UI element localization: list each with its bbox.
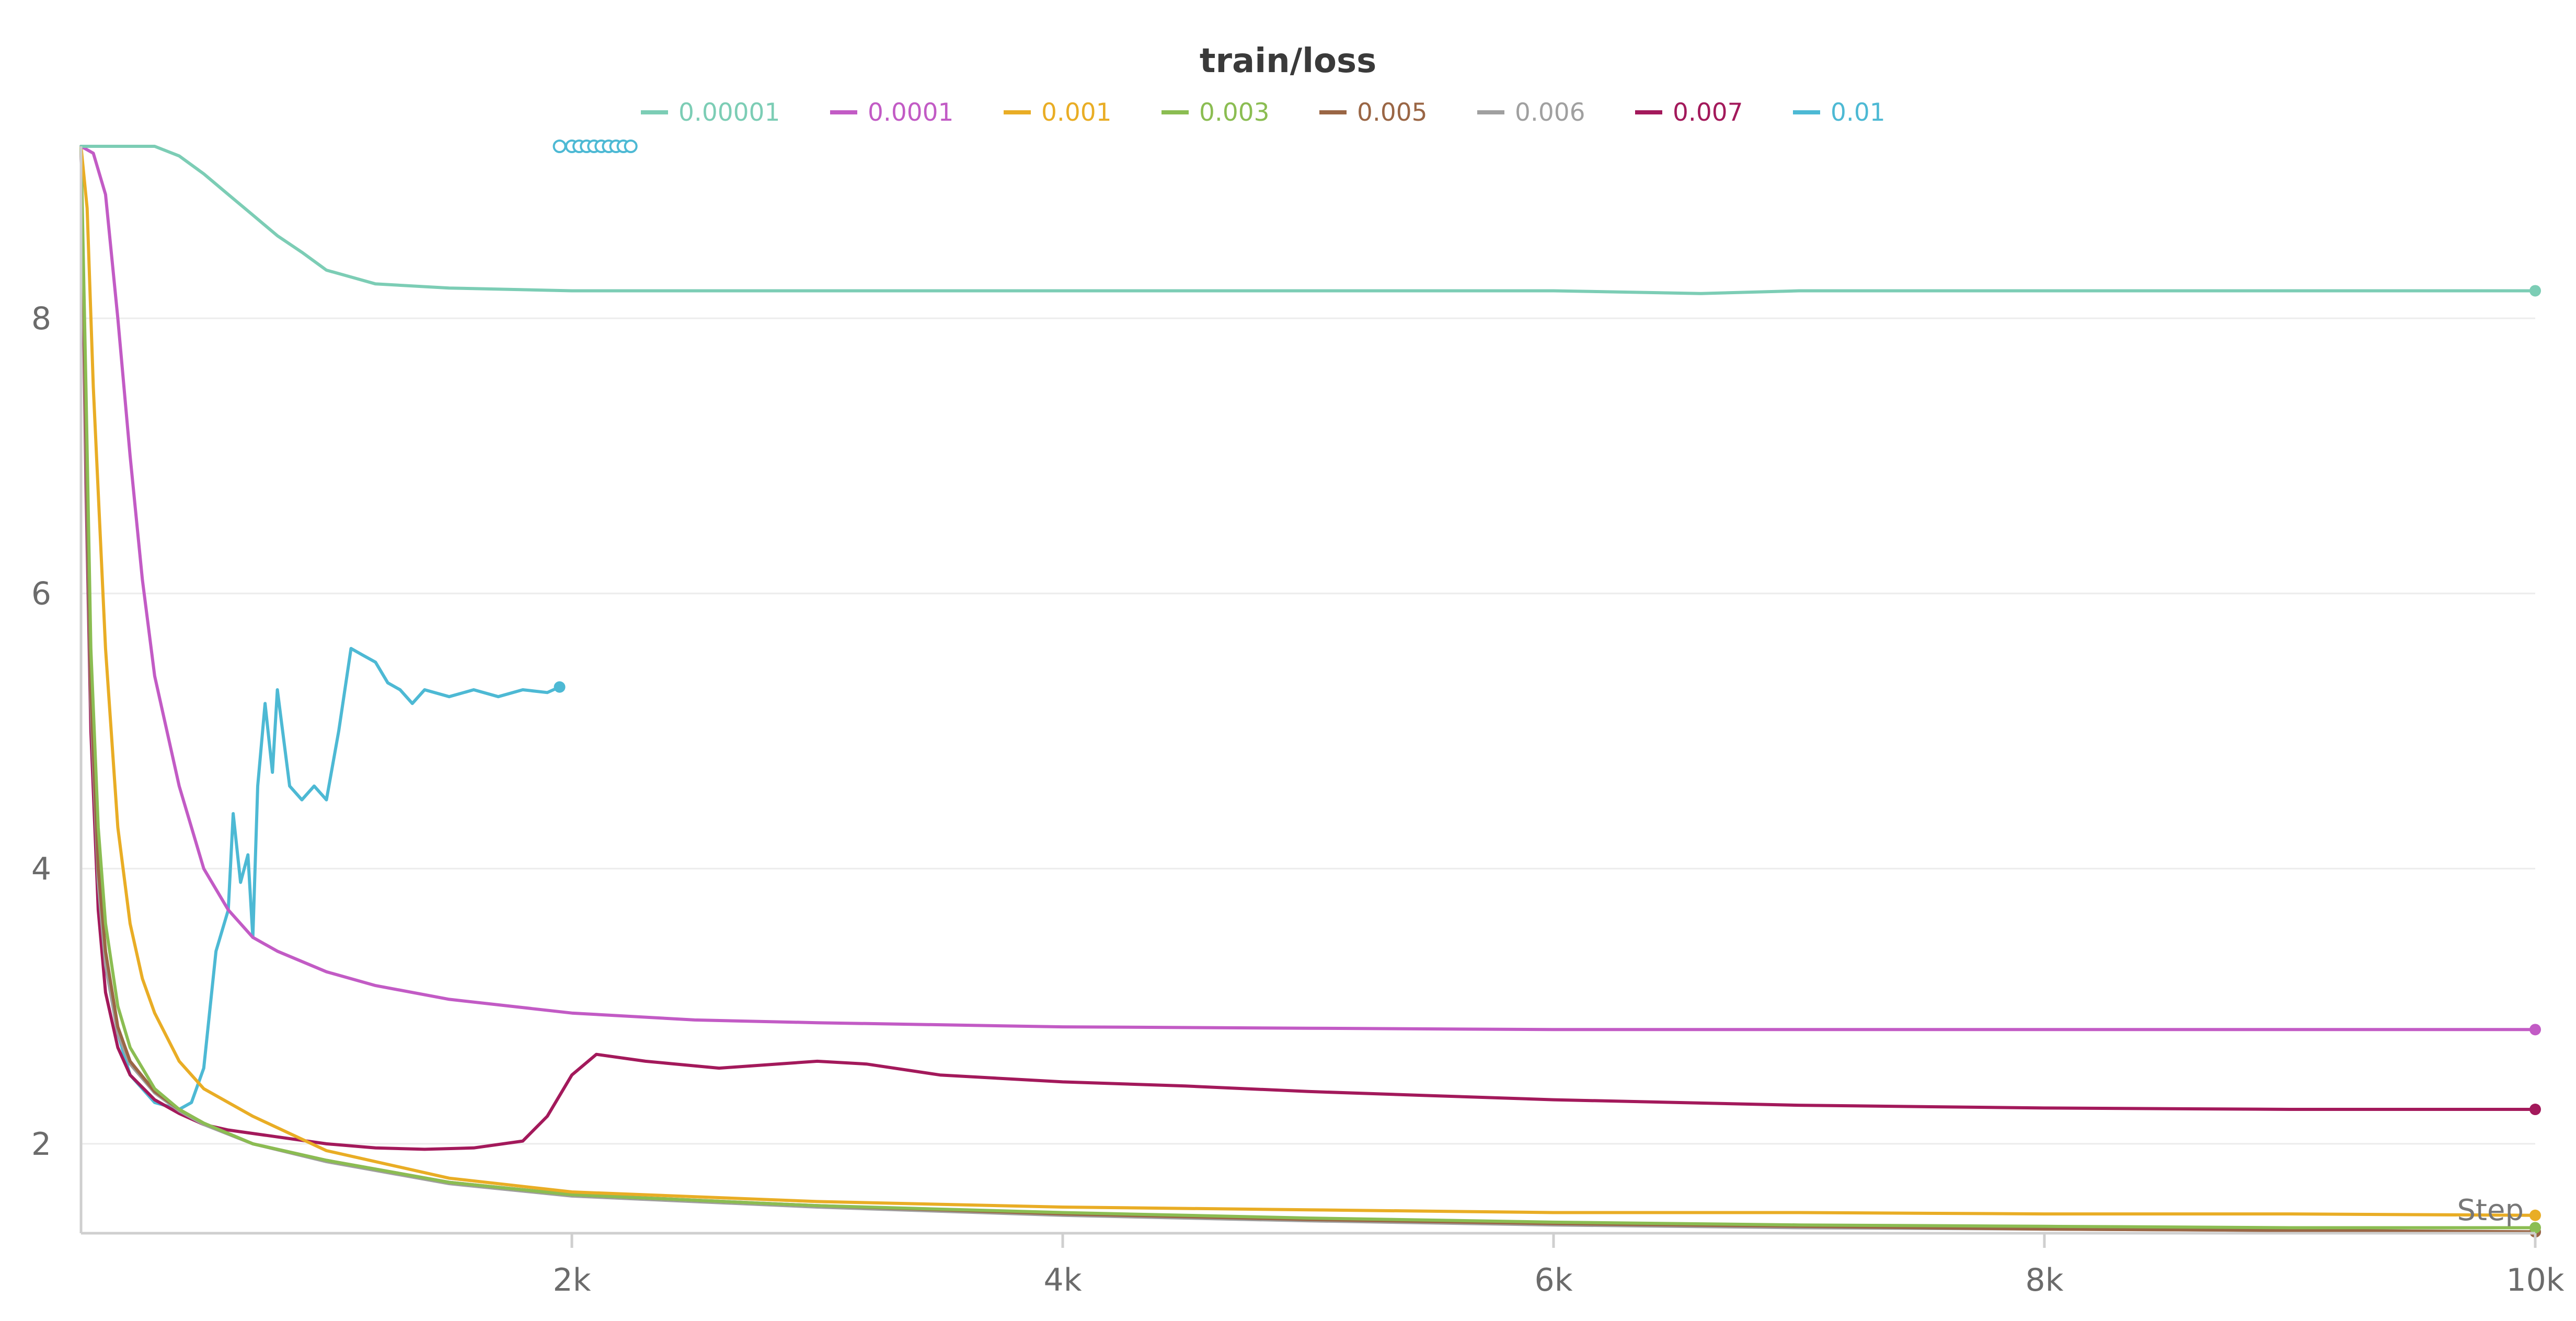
- series-line-0.003: [79, 145, 2537, 1230]
- series-marker: [553, 140, 567, 153]
- legend: 0.00001 0.0001 0.001 0.003 0.005 0.006 0.007 0.…: [641, 98, 1885, 127]
- series-line-0.01: [79, 145, 561, 1111]
- legend-label: 0.005: [1357, 98, 1428, 127]
- chart-title: train/loss: [1200, 42, 1376, 80]
- legend-label: 0.001: [1041, 98, 1112, 127]
- x-axis-label: Step: [2457, 1193, 2524, 1227]
- legend-label: 0.01: [1831, 98, 1885, 127]
- x-tick-label: 10k: [2506, 1262, 2564, 1299]
- legend-item[interactable]: 0.001: [1004, 98, 1112, 127]
- x-tick-label: 8k: [2026, 1262, 2064, 1299]
- series-end-point-0.00001: [2529, 285, 2541, 297]
- x-tick-label: 6k: [1535, 1262, 1573, 1299]
- legend-label: 0.0001: [868, 98, 953, 127]
- series-line-0.006: [79, 145, 2537, 1234]
- legend-item[interactable]: 0.003: [1162, 98, 1270, 127]
- legend-label: 0.006: [1515, 98, 1585, 127]
- series-line-0.001: [79, 145, 2537, 1217]
- grid: [81, 317, 2535, 1145]
- series-end-point-0.003: [2529, 1222, 2541, 1234]
- series-line-0.007: [79, 145, 2537, 1151]
- legend-item[interactable]: 0.006: [1477, 98, 1585, 127]
- series-end-point-0.01: [554, 681, 566, 693]
- axes: 2 4 6 8 2k 4k 6k 8k 10k: [31, 146, 2564, 1299]
- y-tick-label: 4: [31, 851, 51, 887]
- series-line-0.0001: [79, 145, 2537, 1032]
- legend-item[interactable]: 0.007: [1635, 98, 1743, 127]
- legend-label: 0.007: [1673, 98, 1743, 127]
- series-end-point-0.007: [2529, 1104, 2541, 1116]
- x-tick-label: 2k: [553, 1262, 591, 1299]
- legend-item[interactable]: 0.01: [1793, 98, 1885, 127]
- y-tick-label: 8: [31, 300, 51, 337]
- x-tick-label: 4k: [1044, 1262, 1082, 1299]
- series-layer: [79, 140, 2541, 1238]
- legend-item[interactable]: 0.005: [1319, 98, 1428, 127]
- legend-item[interactable]: 0.0001: [830, 98, 953, 127]
- series-end-point-0.001: [2529, 1209, 2541, 1221]
- y-tick-label: 6: [31, 576, 51, 612]
- series-line-0.00001: [79, 145, 2537, 295]
- series-marker: [624, 140, 638, 153]
- series-line-0.005: [79, 145, 2537, 1234]
- series-end-point-0.0001: [2529, 1024, 2541, 1036]
- legend-label: 0.00001: [678, 98, 780, 127]
- legend-label: 0.003: [1199, 98, 1270, 127]
- legend-item[interactable]: 0.00001: [641, 98, 780, 127]
- y-tick-label: 2: [31, 1126, 51, 1163]
